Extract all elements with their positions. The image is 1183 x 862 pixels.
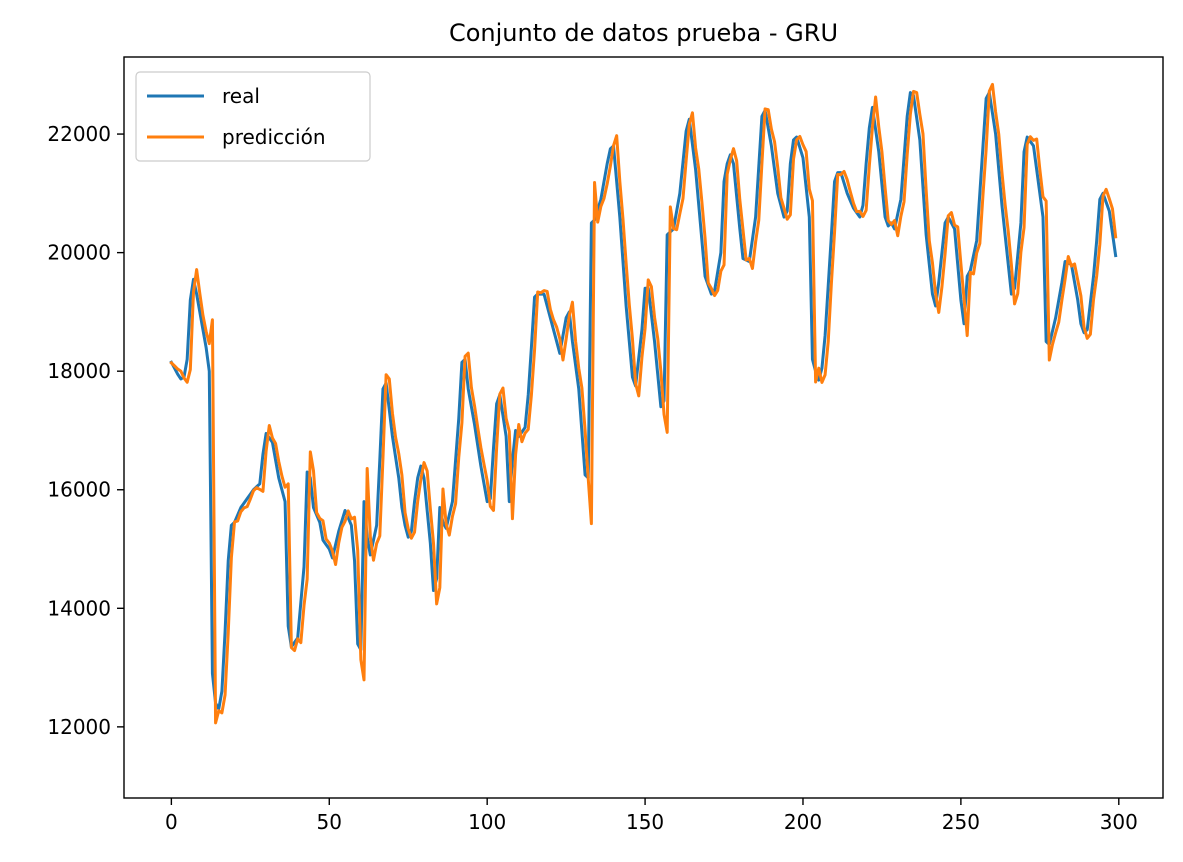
x-tick-label: 200 [784,810,822,834]
chart-title: Conjunto de datos prueba - GRU [449,19,838,47]
x-tick-label: 50 [317,810,342,834]
y-tick-label: 12000 [47,715,111,739]
series-line-real [169,91,1118,711]
y-tick-label: 22000 [47,122,111,146]
plot-frame [123,56,1164,799]
legend-label: predicción [222,125,326,149]
legend-box [135,71,371,162]
series-line-prediccion [169,82,1118,725]
x-tick-label: 250 [942,810,980,834]
plot-area: 12000 14000 16000 18000 20000 22000 0 50 100 150 2… [47,56,1164,834]
y-tick-label: 18000 [47,359,111,383]
legend-label: real [222,84,260,108]
x-tick-label: 150 [626,810,664,834]
x-tick-label: 0 [165,810,178,834]
y-tick-label: 14000 [47,596,111,620]
y-tick-label: 16000 [47,478,111,502]
x-tick-label: 100 [468,810,506,834]
x-tick-label: 300 [1100,810,1138,834]
y-tick-label: 20000 [47,241,111,265]
